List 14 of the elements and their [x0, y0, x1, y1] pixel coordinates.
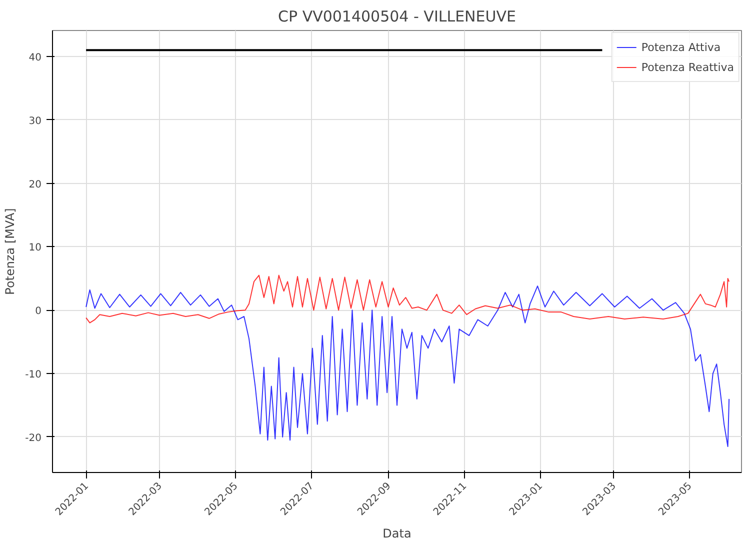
legend-label: Potenza Attiva: [641, 40, 721, 54]
y-tick-label: 20: [28, 179, 42, 190]
y-tick-label: 10: [28, 242, 42, 254]
legend-label: Potenza Reattiva: [641, 60, 734, 74]
y-axis-title: Potenza [MVA]: [3, 208, 18, 295]
line-series: [86, 274, 730, 324]
y-tick-label: -20: [25, 432, 42, 444]
x-axis-title: Data: [382, 526, 412, 541]
y-tick-label: -10: [25, 370, 42, 381]
line-series: [86, 286, 730, 447]
y-tick-label: 40: [28, 52, 42, 64]
y-tick-label: 30: [28, 116, 42, 127]
chart-title: CP VV001400504 - VILLENEUVE: [278, 8, 516, 26]
y-tick-label: 0: [35, 306, 42, 318]
